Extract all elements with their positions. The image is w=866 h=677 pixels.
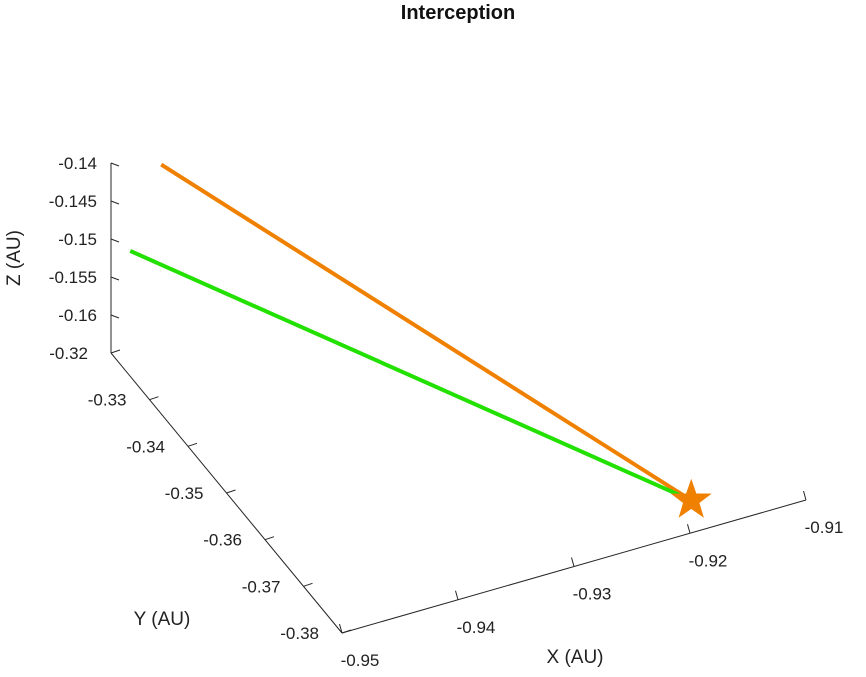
x-tick-mark xyxy=(803,490,807,501)
x-tick-label: -0.93 xyxy=(573,585,612,604)
z-tick-mark xyxy=(110,200,120,205)
y-tick-mark xyxy=(264,536,275,541)
y-tick-label: -0.32 xyxy=(49,344,88,363)
y-axis-label: Y (AU) xyxy=(134,609,191,630)
y-tick-label: -0.36 xyxy=(203,531,242,550)
x-tick-label: -0.91 xyxy=(805,518,844,537)
z-tick-label: -0.145 xyxy=(49,192,97,211)
y-tick-label: -0.38 xyxy=(280,624,319,643)
y-tick-mark xyxy=(110,349,121,354)
x-tick-mark xyxy=(687,524,691,534)
x-tick-label: -0.94 xyxy=(457,618,496,637)
y-tick-mark xyxy=(226,489,236,494)
series-group xyxy=(129,162,693,503)
z-axis-label: Z (AU) xyxy=(4,230,25,286)
x-tick-label: -0.95 xyxy=(341,651,380,670)
series-line-1 xyxy=(160,162,693,502)
y-tick-label: -0.35 xyxy=(165,484,204,503)
x-tick-label: -0.92 xyxy=(689,551,728,570)
axes-group: -0.95 -0.94 -0.93 -0.92 -0.91 -0.32 -0.33 -0.34… xyxy=(49,154,844,670)
y-tick-label: -0.37 xyxy=(242,577,281,596)
z-tick-label: -0.16 xyxy=(58,306,97,325)
x-tick-mark xyxy=(455,590,459,600)
z-tick-mark xyxy=(110,238,120,243)
marker-group xyxy=(670,478,712,518)
y-tick-mark xyxy=(187,442,198,447)
y-tick-mark xyxy=(149,396,159,401)
z-tick-label: -0.14 xyxy=(58,154,97,173)
y-tick-mark xyxy=(341,629,352,634)
x-tick-mark xyxy=(571,557,575,567)
chart-title: Interception xyxy=(401,2,515,24)
series-line-2 xyxy=(129,249,693,503)
z-tick-mark xyxy=(110,276,120,281)
y-tick-label: -0.34 xyxy=(126,437,165,456)
star-marker-icon xyxy=(670,478,712,518)
x-tick-mark xyxy=(339,623,343,634)
y-tick-mark xyxy=(303,582,313,587)
y-tick-label: -0.33 xyxy=(88,391,127,410)
z-tick-mark xyxy=(110,314,120,319)
z-tick-mark xyxy=(110,162,120,167)
x-axis-label: X (AU) xyxy=(547,647,604,668)
z-tick-label: -0.155 xyxy=(49,268,97,287)
z-tick-label: -0.15 xyxy=(58,230,97,249)
